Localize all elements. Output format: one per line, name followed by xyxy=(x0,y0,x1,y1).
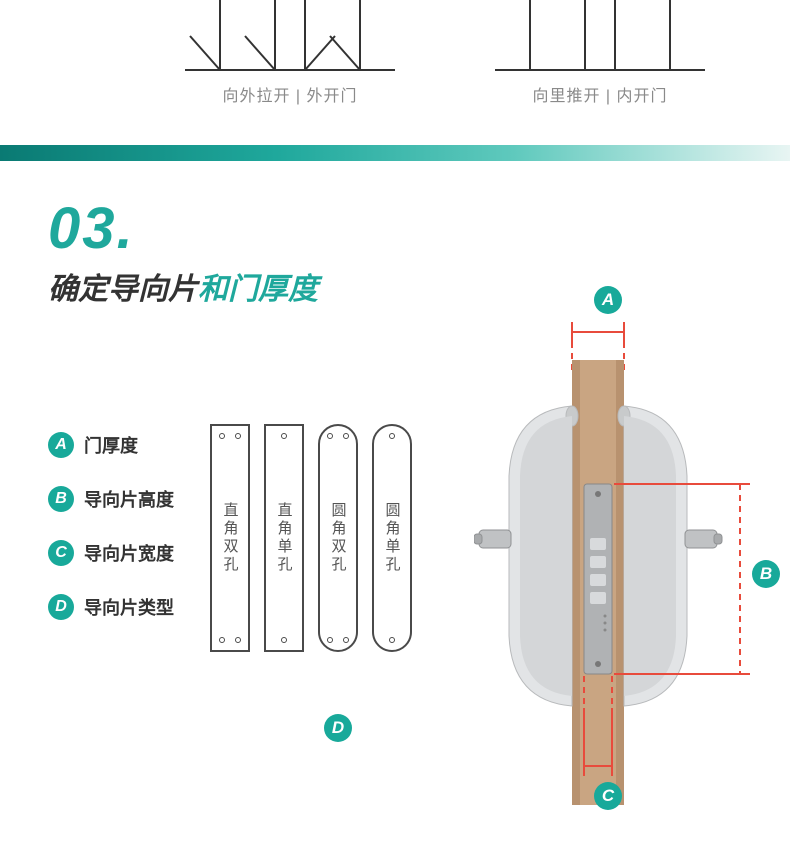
legend-row-C: C 导向片宽度 xyxy=(48,540,174,566)
badge-A-inline: A xyxy=(48,432,74,458)
legend-text-D: 导向片类型 xyxy=(84,594,174,620)
legend-text-B: 导向片高度 xyxy=(84,486,174,512)
door-diagram-outward: 向外拉开 | 外开门 xyxy=(180,0,400,83)
marker-D: D xyxy=(324,714,352,742)
heading-part2: 和门厚度 xyxy=(198,273,318,306)
gradient-divider xyxy=(0,145,790,161)
plate-label-2: 圆角双孔 xyxy=(328,502,349,574)
door-outward-svg xyxy=(180,0,400,78)
lock-svg xyxy=(474,316,774,816)
badge-B-inline: B xyxy=(48,486,74,512)
badge-C-inline: C xyxy=(48,540,74,566)
section-number: 03. xyxy=(48,195,318,262)
guide-plate-types: 直角双孔 直角单孔 圆角双孔 圆角单孔 xyxy=(210,424,412,652)
plate-label-1: 直角单孔 xyxy=(274,502,295,574)
lock-side-view xyxy=(474,316,754,776)
legend-row-A: A 门厚度 xyxy=(48,432,174,458)
plate-label-0: 直角双孔 xyxy=(220,502,241,574)
heading-part1: 确定导向片 xyxy=(48,273,198,306)
legend-row-B: B 导向片高度 xyxy=(48,486,174,512)
legend-list: A 门厚度 B 导向片高度 C 导向片宽度 D 导向片类型 xyxy=(48,432,174,648)
badge-D-inline: D xyxy=(48,594,74,620)
section-title: 确定导向片和门厚度 xyxy=(48,264,318,308)
marker-B: B xyxy=(752,560,780,588)
caption-inward: 向里推开 | 内开门 xyxy=(490,82,710,106)
legend-text-C: 导向片宽度 xyxy=(84,540,174,566)
marker-C: C xyxy=(594,782,622,810)
plate-round-single: 圆角单孔 xyxy=(372,424,412,652)
door-inward-svg xyxy=(490,0,710,78)
plate-square-single: 直角单孔 xyxy=(264,424,304,652)
legend-text-A: 门厚度 xyxy=(84,432,138,458)
caption-outward: 向外拉开 | 外开门 xyxy=(180,82,400,106)
door-diagram-inward: 向里推开 | 内开门 xyxy=(490,0,710,83)
marker-A: A xyxy=(594,286,622,314)
legend-row-D: D 导向片类型 xyxy=(48,594,174,620)
plate-label-3: 圆角单孔 xyxy=(382,502,403,574)
plate-square-double: 直角双孔 xyxy=(210,424,250,652)
plate-round-double: 圆角双孔 xyxy=(318,424,358,652)
top-door-diagrams: 向外拉开 | 外开门 向里推开 | 内开门 xyxy=(0,0,790,100)
section-heading: 03. 确定导向片和门厚度 xyxy=(48,195,318,308)
